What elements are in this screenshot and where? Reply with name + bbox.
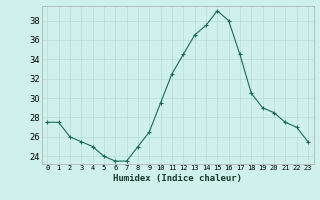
X-axis label: Humidex (Indice chaleur): Humidex (Indice chaleur) (113, 174, 242, 183)
